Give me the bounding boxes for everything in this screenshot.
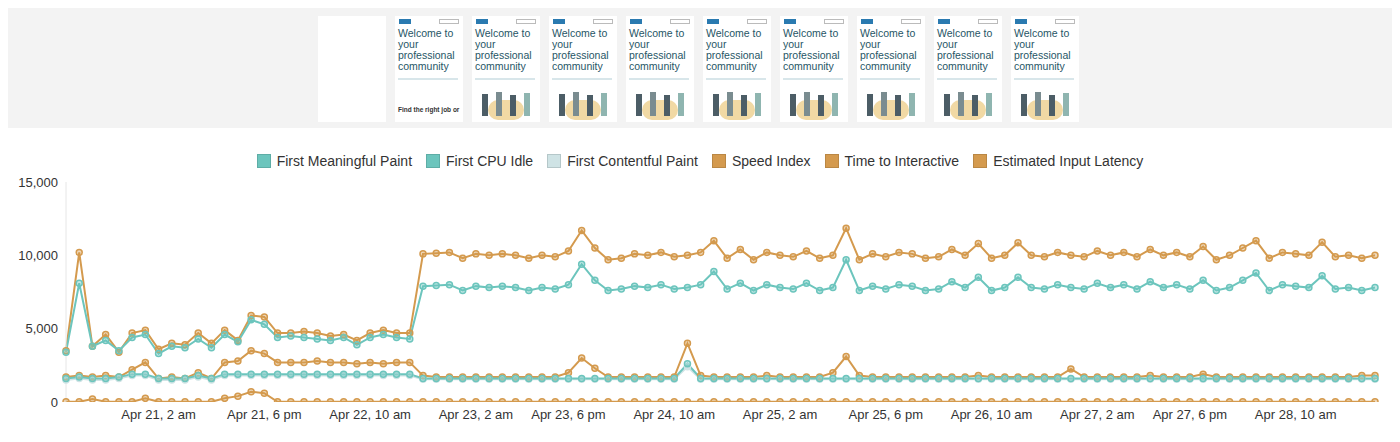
html-text:Welcome to your professional c: Welcome to your professional community xyxy=(706,27,763,72)
svg-text:Apr 21, 2 am: Apr 21, 2 am xyxy=(121,407,195,422)
svg-text:0: 0 xyxy=(51,395,58,410)
html-text:Welcome to your professional c: Welcome to your professional community xyxy=(937,27,994,72)
html-text:Welcome to your professional c: Welcome to your professional community xyxy=(552,27,609,72)
svg-text:Apr 23, 6 pm: Apr 23, 6 pm xyxy=(531,407,605,422)
svg-text:Apr 22, 10 am: Apr 22, 10 am xyxy=(329,407,411,422)
html-text:First Contentful Paint: First Contentful Paint xyxy=(567,153,698,169)
html-text:Welcome to your professional c: Welcome to your professional community xyxy=(860,27,917,72)
html-text:Welcome to your professional c: Welcome to your professional community xyxy=(475,27,532,72)
html-text:Welcome to your professional c: Welcome to your professional community xyxy=(1014,27,1071,72)
svg-text:Apr 27, 2 am: Apr 27, 2 am xyxy=(1060,407,1134,422)
html-text:Speed Index: Speed Index xyxy=(731,153,811,169)
html-text:Welcome to your professional c: Welcome to your professional community xyxy=(629,27,686,72)
html-text:Time to Interactive: Time to Interactive xyxy=(844,153,960,169)
html-text:Welcome to your professional c: Welcome to your professional community xyxy=(398,27,455,72)
svg-text:Apr 21, 6 pm: Apr 21, 6 pm xyxy=(227,407,301,422)
svg-text:Apr 23, 2 am: Apr 23, 2 am xyxy=(439,407,513,422)
svg-text:Apr 28, 10 am: Apr 28, 10 am xyxy=(1255,407,1337,422)
svg-text:Apr 25, 6 pm: Apr 25, 6 pm xyxy=(849,407,923,422)
html-text:Welcome to your professional c: Welcome to your professional community xyxy=(783,27,840,72)
html-text:First Meaningful Paint: First Meaningful Paint xyxy=(276,153,412,169)
svg-text:Apr 27, 6 pm: Apr 27, 6 pm xyxy=(1153,407,1227,422)
svg-text:10,000: 10,000 xyxy=(18,248,58,263)
svg-text:Apr 24, 10 am: Apr 24, 10 am xyxy=(633,407,715,422)
html-text:First CPU Idle: First CPU Idle xyxy=(446,153,534,169)
svg-text:Apr 25, 2 am: Apr 25, 2 am xyxy=(743,407,817,422)
html-text:Estimated Input Latency: Estimated Input Latency xyxy=(993,153,1144,169)
svg-text:5,000: 5,000 xyxy=(25,321,58,336)
svg-text:Apr 26, 10 am: Apr 26, 10 am xyxy=(951,407,1033,422)
html-text:Find the right job or: Find the right job or xyxy=(398,106,460,113)
svg-text:15,000: 15,000 xyxy=(18,175,58,190)
